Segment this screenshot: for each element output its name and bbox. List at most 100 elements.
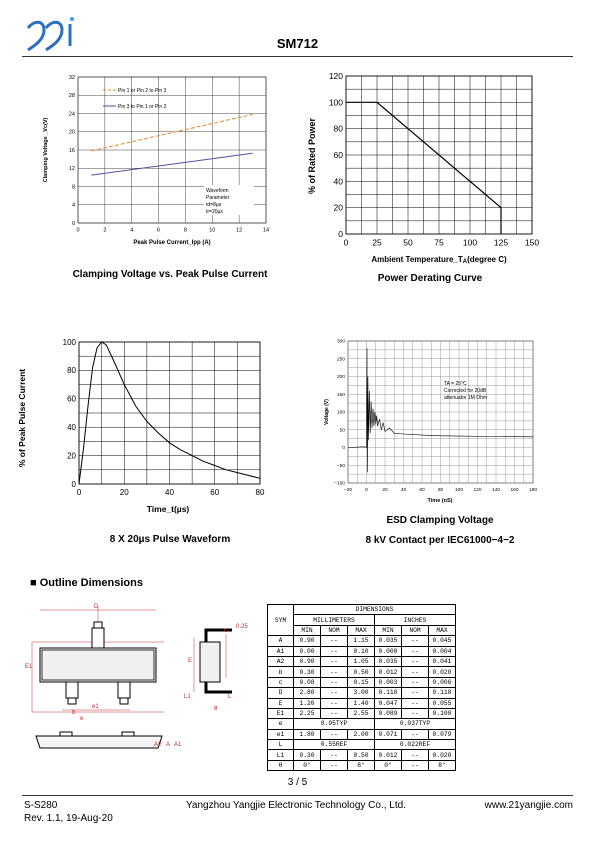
x-tick-label: 20	[120, 488, 129, 497]
cell-in-min: 0.071	[374, 728, 402, 741]
caption-power-derating: Power Derating Curve	[377, 273, 483, 284]
cell-sym: A	[267, 635, 294, 647]
header-divider	[22, 56, 573, 57]
cell-sym: L	[267, 739, 294, 751]
esd-clamping-chart: −20 0 20 40 60 80 100 120 140 160 180 −100 −50 0 50 100…	[324, 339, 537, 504]
x-tick-label: 40	[165, 488, 174, 497]
x-tick-label: 0	[77, 488, 82, 497]
cell-mm-nom: --	[320, 635, 348, 647]
y-axis-label: % of Peak Pulse Current	[17, 369, 27, 467]
cell-mm-max: 2.00	[347, 728, 375, 741]
y-axis-label: Clamping Voltage _Vc(V)	[43, 117, 49, 182]
cell-in-nom: --	[401, 635, 429, 647]
x-axis-label: Time (nS)	[428, 498, 453, 504]
dim-label-l: L	[228, 694, 232, 700]
x-tick-label: 0	[365, 487, 368, 493]
y-tick-label: 80	[67, 366, 76, 375]
cell-in-min: 0.012	[374, 749, 402, 761]
table-row: L1 0.30 -- 0.50 0.012 -- 0.020	[267, 749, 456, 761]
x-tick-label: 20	[382, 487, 388, 493]
table-row: E 1.20 -- 1.40 0.047 -- 0.055	[267, 697, 456, 709]
cell-sym: L1	[267, 749, 294, 761]
cell-mm-nom: --	[320, 697, 348, 709]
series-line-1	[347, 348, 534, 473]
cell-in-nom: --	[401, 697, 429, 709]
cell-mm-min: 0.90	[293, 655, 321, 668]
footer-revision: Rev. 1.1, 19-Aug-20	[24, 813, 113, 824]
y-tick-label: 24	[69, 111, 75, 117]
dim-label-d: D	[94, 604, 99, 610]
cell-in-max: 0.079	[428, 728, 456, 741]
dim-label-b: b	[72, 710, 76, 716]
footer-company: Yangzhou Yangjie Electronic Technology C…	[186, 800, 406, 811]
cell-mm-max: 3.00	[347, 687, 375, 699]
y-tick-label: 200	[337, 374, 345, 380]
cell-mm-min: 1.80	[293, 728, 321, 741]
header-in-max: MAX	[428, 624, 456, 637]
cell-mm-max: 8°	[347, 759, 375, 772]
cell-mm-nom: --	[320, 759, 348, 772]
cell-in-max: 0.100	[428, 707, 456, 720]
cell-in-min: 0.000	[374, 645, 402, 657]
header-sym: SYM	[267, 603, 294, 637]
table-row: θ 0° -- 8° 0° -- 8°	[267, 759, 456, 772]
cell-sym: E	[267, 697, 294, 709]
cell-mm-max: 0.10	[347, 645, 375, 657]
cell-mm-nom: --	[320, 655, 348, 668]
cell-in-min: 0.012	[374, 666, 402, 678]
dim-label-e1-span: e1	[92, 704, 99, 710]
x-tick-label: 150	[525, 238, 539, 248]
esd-note-line-1: TA = 25°C	[444, 381, 467, 387]
cell-mm-max: 1.15	[347, 635, 375, 647]
x-tick-label: 100	[463, 238, 477, 248]
y-tick-label: 20	[334, 203, 344, 213]
cell-mm-nom: --	[320, 676, 348, 689]
caption-esd-standard: 8 kV Contact per IEC61000−4−2	[365, 535, 515, 546]
cell-sym: b	[267, 666, 294, 678]
cell-in-min: 0.035	[374, 635, 402, 647]
cell-sym: A2	[267, 655, 294, 668]
y-tick-label: 12	[69, 166, 75, 172]
cell-sym: e	[267, 718, 294, 730]
y-tick-label: 0	[338, 229, 343, 239]
table-row: e 0.95TYP 0.037TYP	[267, 718, 456, 730]
cell-in-max: 0.006	[428, 676, 456, 689]
y-axis-label: Voltage (V)	[324, 399, 330, 425]
table-row: E1 2.25 -- 2.55 0.089 -- 0.100	[267, 707, 456, 720]
cell-in-max: 0.055	[428, 697, 456, 709]
cell-in-min: 0.047	[374, 697, 402, 709]
header-millimeters: MILLIMETERS	[293, 614, 375, 626]
x-tick-label: 4	[130, 228, 133, 234]
y-tick-label: 80	[334, 124, 344, 134]
cell-sym: θ	[267, 759, 294, 772]
y-tick-label: 32	[69, 75, 75, 81]
cell-sym: c	[267, 676, 294, 689]
x-tick-label: 2	[103, 228, 106, 234]
y-tick-label: 100	[337, 410, 345, 416]
cell-in-min: 0.035	[374, 655, 402, 668]
x-tick-label: 12	[236, 228, 242, 234]
y-tick-label: 300	[337, 339, 345, 345]
y-tick-label: 16	[69, 148, 75, 154]
x-axis-label: Time_t(µs)	[147, 504, 190, 514]
cell-mm-min: 0.08	[293, 676, 321, 689]
waveform-note-box	[204, 185, 254, 215]
waveform-note-line-1: Waveform	[206, 188, 229, 194]
cell-in-nom: --	[401, 759, 429, 772]
x-tick-label: 100	[455, 487, 463, 493]
cell-mm-min: 0°	[293, 759, 321, 772]
cell-mm-min: 0.30	[293, 666, 321, 678]
caption-esd-clamping: ESD Clamping Voltage	[386, 515, 494, 526]
y-tick-label: 0	[342, 445, 345, 451]
cell-mm-max: 1.05	[347, 655, 375, 668]
cell-mm-min: 2.25	[293, 707, 321, 720]
x-tick-label: 120	[473, 487, 481, 493]
cell-mm-min: 0.00	[293, 645, 321, 657]
series-line-1	[78, 341, 261, 485]
x-axis-label: Peak Pulse Current_Ipp (A)	[133, 240, 210, 246]
y-tick-label: 20	[69, 130, 75, 136]
cell-in-nom: --	[401, 707, 429, 720]
footer-website: www.21yangjie.com	[484, 800, 573, 811]
cell-in-max: 0.118	[428, 687, 456, 699]
